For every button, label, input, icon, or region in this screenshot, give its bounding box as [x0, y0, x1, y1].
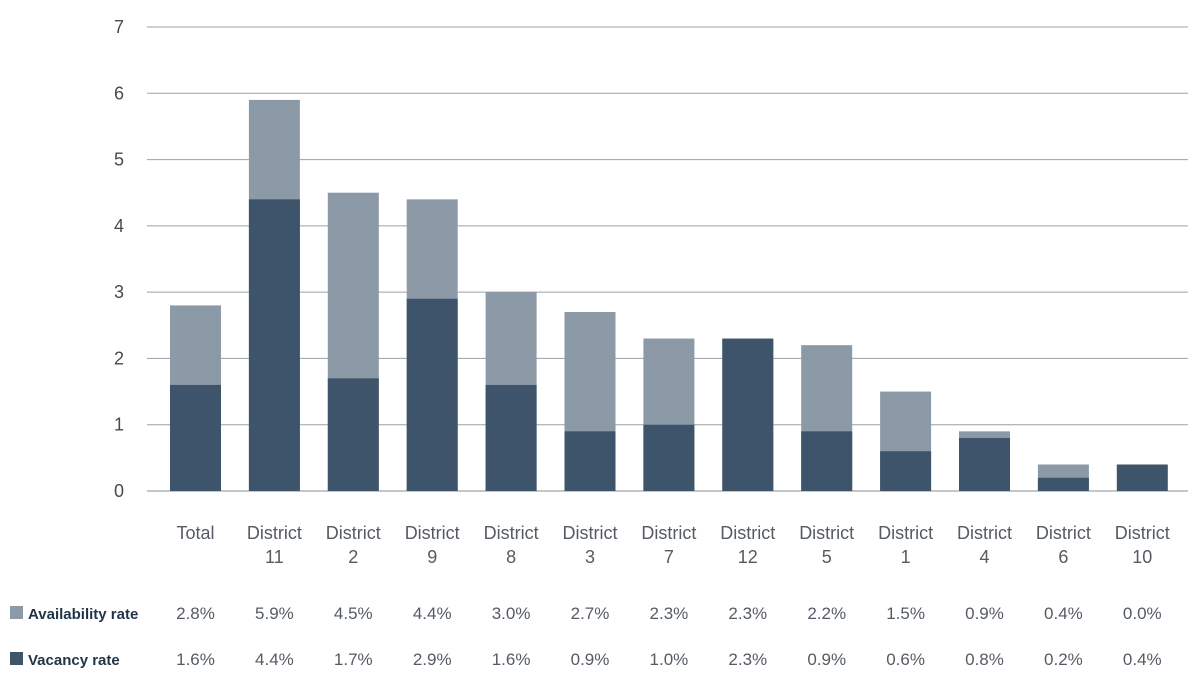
category-label: District 2: [326, 523, 381, 567]
vacancy-bar: [406, 298, 458, 491]
vacancy-bar: [801, 431, 853, 491]
legend-label: Availability rate: [28, 606, 138, 623]
table-value: 3.0%: [492, 604, 531, 623]
category-labels: Total District 11 District 2 District 9 Distric…: [176, 523, 1169, 567]
table-value: 0.0%: [1123, 604, 1162, 623]
table-value: 5.9%: [255, 604, 294, 623]
vacancy-bar: [880, 451, 932, 491]
vacancy-bar: [1037, 477, 1089, 491]
vacancy-bar: [643, 424, 695, 491]
legend-swatch: [10, 652, 23, 665]
category-label: District 5: [799, 523, 854, 567]
category-label: District 9: [405, 523, 460, 567]
vacancy-bar: [959, 437, 1010, 491]
category-label: District 7: [641, 523, 696, 567]
table-value: 2.3%: [728, 604, 767, 623]
vacancy-bar: [248, 199, 300, 492]
table-value: 2.3%: [728, 650, 767, 669]
table-value: 0.9%: [807, 650, 846, 669]
category-label: District 3: [563, 523, 618, 567]
table-value: 4.4%: [255, 650, 294, 669]
y-tick-label: 6: [114, 83, 124, 103]
table-value: 0.8%: [965, 650, 1004, 669]
table-value: 0.2%: [1044, 650, 1083, 669]
table-value: 0.4%: [1044, 604, 1083, 623]
category-label: District 12: [720, 523, 775, 567]
table-value: 2.3%: [650, 604, 689, 623]
y-tick-label: 3: [114, 282, 124, 302]
table-value: 1.7%: [334, 650, 373, 669]
category-label: District 11: [247, 523, 302, 567]
category-label: District 8: [484, 523, 539, 567]
category-label: Total: [176, 523, 214, 543]
vacancy-bar: [1116, 464, 1168, 491]
vacancy-bar: [485, 384, 537, 491]
legend-swatch: [10, 606, 23, 619]
table-value: 2.8%: [176, 604, 215, 623]
category-label: District 4: [957, 523, 1012, 567]
table-value: 1.6%: [176, 650, 215, 669]
table-value: 2.7%: [571, 604, 610, 623]
y-tick-label: 7: [114, 17, 124, 37]
table-value: 1.0%: [650, 650, 689, 669]
category-label: District 10: [1115, 523, 1170, 567]
vacancy-bar: [327, 378, 379, 491]
table-value: 1.6%: [492, 650, 531, 669]
category-label: District 1: [878, 523, 933, 567]
y-tick-label: 0: [114, 481, 124, 501]
vacancy-bar: [170, 384, 221, 491]
y-axis-ticks: 0 1 2 3 4 5 6 7: [114, 17, 124, 501]
table-value: 2.9%: [413, 650, 452, 669]
table-value: 0.4%: [1123, 650, 1162, 669]
bars: [170, 99, 1168, 492]
legend-label: Vacancy rate: [28, 652, 120, 669]
vacancy-bar: [564, 431, 616, 491]
category-label: District 6: [1036, 523, 1091, 567]
table-value: 4.5%: [334, 604, 373, 623]
table-value: 0.6%: [886, 650, 925, 669]
table-value: 0.9%: [571, 650, 610, 669]
data-table: Availability rate 2.8% 5.9% 4.5% 4.4% 3.0% 2.7…: [10, 604, 1162, 669]
table-value: 0.9%: [965, 604, 1004, 623]
table-value: 4.4%: [413, 604, 452, 623]
vacancy-bar: [722, 338, 774, 491]
y-tick-label: 1: [114, 415, 124, 435]
y-tick-label: 2: [114, 348, 124, 368]
y-tick-label: 4: [114, 216, 124, 236]
table-value: 2.2%: [807, 604, 846, 623]
y-tick-label: 5: [114, 150, 124, 170]
table-value: 1.5%: [886, 604, 925, 623]
